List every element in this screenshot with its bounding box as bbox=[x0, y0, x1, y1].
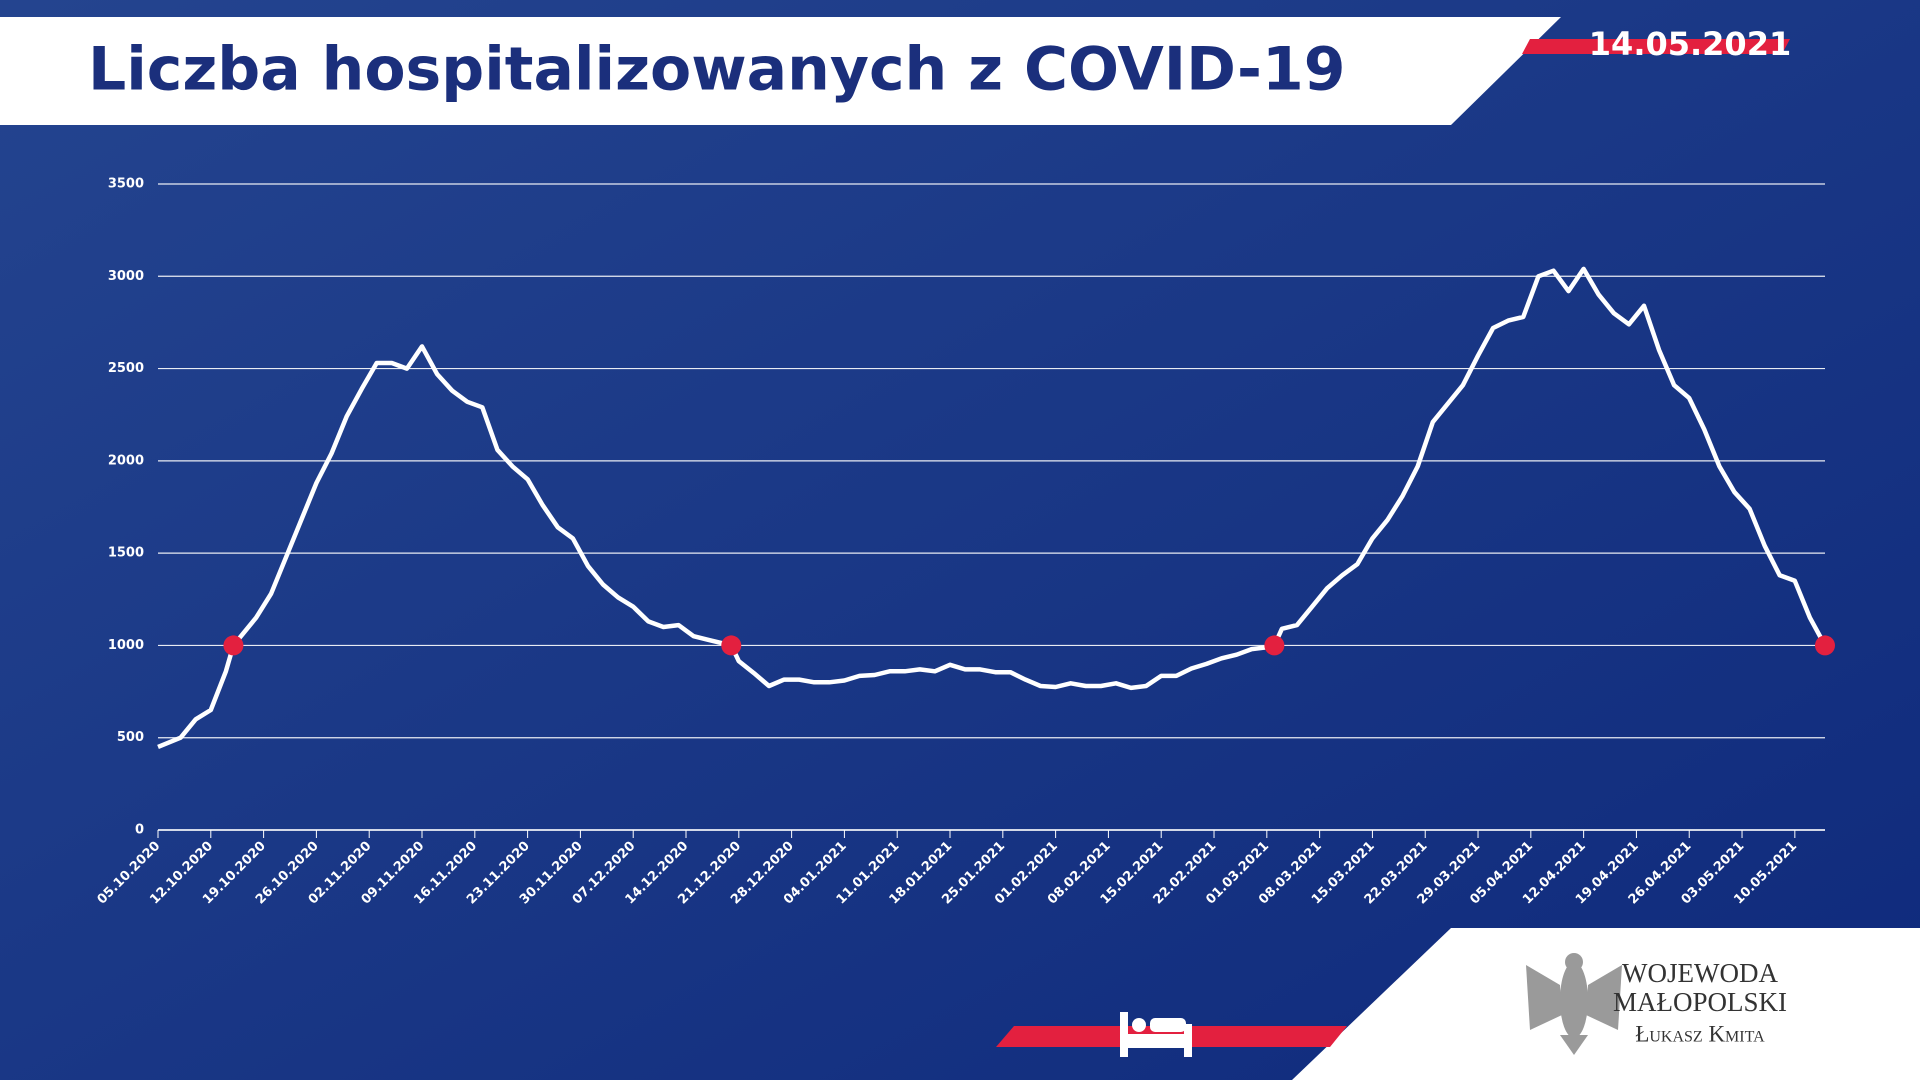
bed-icon bbox=[1120, 1012, 1192, 1057]
eagle-emblem bbox=[1526, 953, 1622, 1055]
y-tick-label: 3500 bbox=[108, 177, 144, 192]
signature-line: WOJEWODA bbox=[1622, 958, 1778, 988]
y-tick-label: 1000 bbox=[108, 638, 144, 653]
date-label: 14.05.2021 bbox=[1589, 25, 1791, 63]
highlight-point bbox=[721, 635, 742, 656]
y-tick-label: 3000 bbox=[108, 269, 144, 284]
y-tick-label: 2000 bbox=[108, 453, 144, 468]
y-tick-label: 1500 bbox=[108, 546, 144, 561]
highlight-point bbox=[1264, 635, 1285, 656]
highlight-point bbox=[1815, 635, 1835, 656]
highlight-point bbox=[223, 635, 244, 656]
y-tick-label: 2500 bbox=[108, 361, 144, 376]
title-banner bbox=[0, 17, 1561, 125]
chart-title: Liczba hospitalizowanych z COVID-19 bbox=[88, 35, 1345, 105]
y-tick-label: 0 bbox=[135, 823, 144, 838]
data-line bbox=[157, 266, 1827, 749]
date-stripe bbox=[1522, 39, 1790, 54]
signature-line: MAŁOPOLSKI bbox=[1613, 987, 1787, 1017]
signature-line: Łukasz Kmita bbox=[1635, 1021, 1765, 1046]
y-tick-label: 500 bbox=[117, 730, 144, 745]
